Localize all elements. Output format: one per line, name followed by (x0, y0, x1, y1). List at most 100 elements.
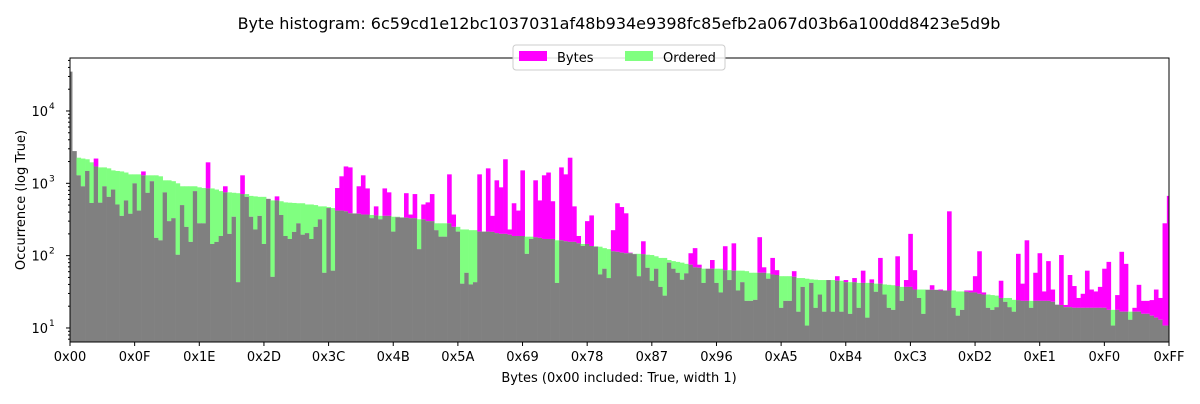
overlap-bar (676, 273, 681, 344)
overlap-bar (283, 236, 288, 344)
x-tick-label: 0xC3 (894, 350, 927, 365)
overlap-bar (555, 283, 560, 344)
overlap-bar (960, 310, 965, 344)
bytes-bar (1072, 286, 1077, 308)
bytes-bar (1119, 252, 1124, 312)
overlap-bar (641, 254, 646, 344)
overlap-bar (757, 273, 762, 344)
x-tick-label: 0x3C (312, 350, 345, 365)
overlap-bar (469, 284, 474, 344)
ordered-bar (107, 168, 112, 196)
overlap-bar (719, 292, 724, 344)
bytes-bar (585, 221, 590, 244)
overlap-bar (158, 240, 163, 344)
ordered-bar (464, 229, 469, 272)
overlap-bar (891, 310, 896, 344)
overlap-bar (1007, 307, 1012, 344)
ordered-bar (805, 279, 810, 326)
bytes-bar (641, 241, 646, 254)
bytes-bar (775, 270, 780, 275)
ordered-bar (788, 276, 793, 301)
overlap-bar (1089, 308, 1094, 344)
bytes-bar (1076, 298, 1081, 308)
overlap-bar (1042, 301, 1047, 344)
overlap-bar (335, 211, 340, 344)
overlap-bar (391, 232, 396, 344)
overlap-bar (848, 314, 853, 344)
ordered-bar (189, 186, 194, 242)
bytes-bar (620, 207, 625, 253)
overlap-bar (223, 192, 228, 344)
ordered-bar (654, 256, 659, 268)
chart-title: Byte histogram: 6c59cd1e12bc1037031af48b… (238, 14, 1001, 33)
ordered-bar (214, 190, 219, 242)
ordered-bar (529, 237, 534, 239)
ordered-bar (167, 180, 172, 221)
overlap-bar (1020, 301, 1025, 344)
overlap-bar (357, 214, 362, 344)
overlap-bar (120, 216, 125, 344)
overlap-bar (1102, 308, 1107, 344)
bytes-bar (1094, 291, 1099, 307)
overlap-bar (102, 186, 107, 344)
overlap-bar (964, 292, 969, 344)
bytes-bar (1085, 271, 1090, 308)
overlap-bar (464, 273, 469, 344)
overlap-bar (1163, 326, 1168, 344)
y-tick-label: 10 (31, 250, 48, 265)
bars-group (68, 72, 1172, 344)
bytes-bar (357, 186, 362, 213)
overlap-bar (589, 246, 594, 344)
ordered-bar (813, 280, 818, 308)
ordered-bar (434, 223, 439, 230)
ordered-bar (171, 181, 176, 218)
overlap-bar (900, 301, 905, 344)
bytes-bar (1033, 273, 1038, 301)
overlap-bar (98, 203, 103, 344)
ordered-bar (1003, 298, 1008, 302)
bytes-bar (430, 194, 435, 221)
bytes-bar (382, 188, 387, 215)
y-tick-exponent: 1 (49, 319, 55, 329)
overlap-bar (266, 199, 271, 344)
overlap-bar (921, 314, 926, 344)
ordered-bar (1007, 298, 1012, 307)
x-tick-label: 0xB4 (829, 350, 862, 365)
bytes-bar (732, 243, 737, 270)
ordered-bar (197, 187, 202, 223)
ordered-bar (89, 162, 94, 203)
overlap-bar (697, 268, 702, 344)
overlap-bar (805, 326, 810, 344)
overlap-bar (421, 219, 426, 344)
bytes-bar (576, 236, 581, 243)
bytes-bar (507, 229, 512, 234)
overlap-bar (1012, 312, 1017, 344)
overlap-bar (908, 287, 913, 344)
x-tick-label: 0x96 (700, 350, 733, 365)
overlap-bar (844, 282, 849, 344)
overlap-bar (762, 273, 767, 344)
ordered-bar (809, 279, 814, 283)
ordered-bar (994, 296, 999, 308)
overlap-bar (1072, 308, 1077, 344)
bytes-bar (374, 206, 379, 215)
overlap-bar (813, 308, 818, 344)
overlap-bar (658, 287, 663, 344)
y-tick-label: 10 (31, 322, 48, 337)
overlap-bar (460, 284, 465, 344)
overlap-bar (538, 238, 543, 344)
ordered-bar (779, 276, 784, 308)
bytes-bar (908, 234, 913, 287)
bytes-bar (615, 203, 620, 252)
overlap-bar (615, 252, 620, 344)
overlap-bar (378, 219, 383, 344)
bytes-bar (538, 200, 543, 237)
ordered-bar (163, 180, 168, 192)
bytes-bar (344, 166, 349, 211)
overlap-bar (1063, 307, 1068, 344)
overlap-bar (240, 194, 245, 344)
ordered-bar (684, 264, 689, 273)
overlap-bar (744, 301, 749, 344)
overlap-bar (581, 246, 586, 344)
overlap-bar (81, 186, 86, 344)
